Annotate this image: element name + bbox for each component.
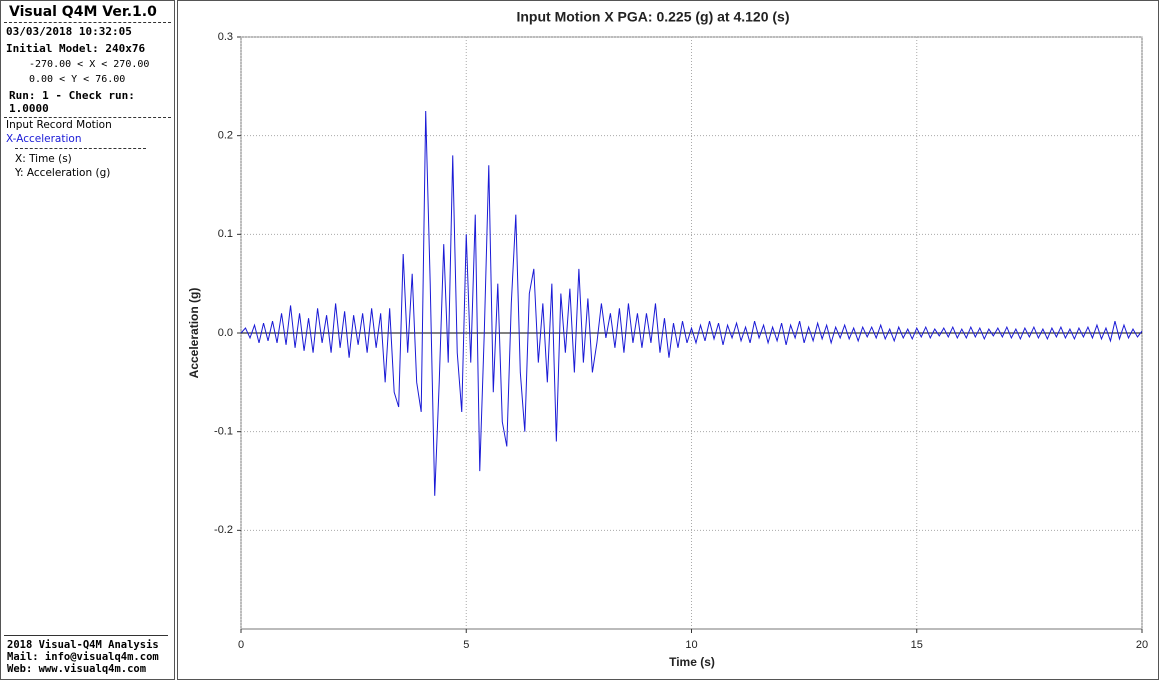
model: Initial Model: 240x76 (6, 42, 146, 55)
y-axis-info: Y: Acceleration (g) (15, 167, 111, 179)
chart: Input Motion X PGA: 0.225 (g) at 4.120 (… (177, 0, 1159, 680)
y-axis-label: Acceleration (g) (187, 288, 201, 379)
y-tick-label: 0.3 (218, 31, 233, 43)
footer-line: Web: www.visualq4m.com (7, 663, 147, 675)
y-tick-label: 0.2 (218, 130, 233, 142)
y-tick-label: 0.1 (218, 228, 233, 240)
x-axis-info: X: Time (s) (15, 153, 72, 165)
y-tick-label: 0.0 (218, 327, 233, 339)
x-axis-label: Time (s) (669, 655, 715, 669)
y-tick-label: -0.2 (214, 524, 233, 536)
x-range: -270.00 < X < 270.00 (29, 59, 150, 70)
series-line (240, 110, 1143, 496)
run: Run: 1 - Check run: 1.0000 (4, 87, 171, 118)
app-title: Visual Q4M Ver.1.0 (4, 1, 171, 23)
footer-line: Mail: info@visualq4m.com (7, 651, 159, 663)
x-tick-label: 5 (463, 639, 469, 651)
footer-line: 2018 Visual-Q4M Analysis (7, 639, 159, 651)
timestamp: 03/03/2018 10:32:05 (6, 25, 132, 38)
chart-title: Input Motion X PGA: 0.225 (g) at 4.120 (… (516, 9, 789, 25)
y-tick-label: -0.1 (214, 426, 233, 438)
info-panel: Visual Q4M Ver.1.0 03/03/2018 10:32:05 I… (0, 0, 175, 680)
x-tick-label: 10 (685, 639, 697, 651)
x-tick-label: 15 (911, 639, 923, 651)
x-tick-label: 0 (238, 639, 244, 651)
component: X-Acceleration (6, 133, 82, 145)
footer: 2018 Visual-Q4M Analysis Mail: info@visu… (4, 635, 168, 675)
x-tick-label: 20 (1136, 639, 1148, 651)
y-range: 0.00 < Y < 76.00 (29, 74, 126, 85)
separator (15, 148, 146, 149)
record: Input Record Motion (6, 119, 112, 131)
